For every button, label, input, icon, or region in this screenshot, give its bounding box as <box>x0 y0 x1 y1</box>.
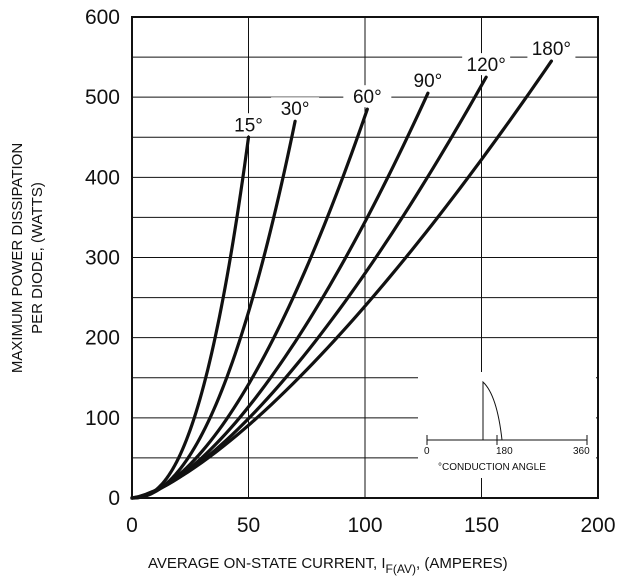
x-tick-label: 50 <box>237 514 260 537</box>
inset-title: °CONDUCTION ANGLE <box>438 462 546 473</box>
y-tick-label: 200 <box>85 327 120 350</box>
series-label: 60° <box>353 87 382 108</box>
series-label-bg <box>403 69 452 92</box>
x-tick-label: 200 <box>580 514 615 537</box>
y-axis-label-line2: PER DIODE, (WATTS) <box>29 182 46 334</box>
conduction-angle-inset: 0 180 360 °CONDUCTION ANGLE <box>418 372 596 478</box>
x-tick-label: 150 <box>464 514 499 537</box>
curves <box>130 59 553 500</box>
inset-label-180: 180 <box>496 446 513 457</box>
x-tick-label: 0 <box>126 514 138 537</box>
series-line <box>130 135 251 500</box>
x-axis-label-tail: , (AMPERES) <box>416 555 508 572</box>
inset-label-0: 0 <box>424 446 430 457</box>
x-axis-label-main: AVERAGE ON-STATE CURRENT, I <box>148 555 386 572</box>
series-label-bg <box>462 53 511 76</box>
series-label: 120° <box>467 55 506 76</box>
series-label: 15° <box>234 115 263 136</box>
y-tick-label: 400 <box>85 166 120 189</box>
x-axis-label: AVERAGE ON-STATE CURRENT, IF(AV), (AMPER… <box>148 555 508 576</box>
x-tick-label: 100 <box>347 514 382 537</box>
inset-waveform <box>482 380 503 441</box>
inset-label-360: 360 <box>573 446 590 457</box>
series-label-bg <box>343 85 392 108</box>
plot-frame <box>131 16 599 499</box>
tick-labels: 0 50 100 150 200 0 100 200 300 400 500 600 <box>85 6 616 537</box>
series-line <box>130 59 553 500</box>
series-line <box>130 91 430 500</box>
series-label-bg <box>224 113 273 136</box>
y-tick-label: 0 <box>108 487 120 510</box>
series-label-bg <box>527 37 576 60</box>
y-axis-label-line1: MAXIMUM POWER DISSIPATION <box>9 143 26 373</box>
y-tick-label: 100 <box>85 407 120 430</box>
series-label: 90° <box>414 71 443 92</box>
series-label: 30° <box>281 99 310 120</box>
series-label-bg <box>271 97 320 120</box>
curve-labels: 15° 30° 60° 90° 120° 180° <box>224 37 576 136</box>
y-tick-label: 600 <box>85 6 120 29</box>
y-tick-label: 500 <box>85 86 120 109</box>
series-label: 180° <box>532 39 571 60</box>
x-axis-label-sub: F(AV) <box>386 562 416 576</box>
y-tick-label: 300 <box>85 247 120 270</box>
